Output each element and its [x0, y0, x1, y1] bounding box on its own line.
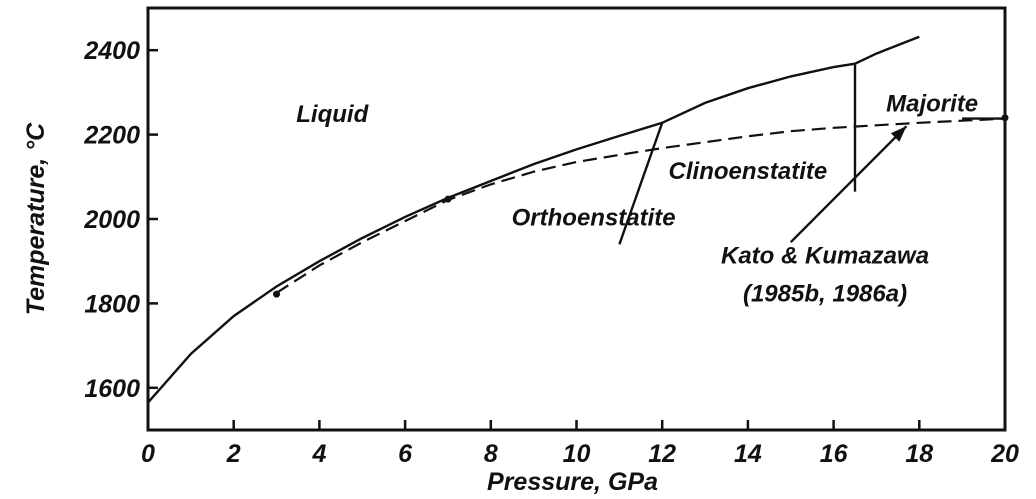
series-group — [147, 35, 1006, 404]
annotation-label: Liquid — [296, 101, 369, 128]
series-line-0 — [147, 35, 920, 404]
x-tick-label: 2 — [226, 440, 241, 468]
series-line-1 — [275, 117, 1006, 294]
x-tick-label: 20 — [990, 440, 1019, 468]
y-tick-label: 2000 — [83, 206, 140, 234]
x-tick-label: 8 — [484, 440, 498, 468]
annotation-label: Clinoenstatite — [669, 158, 828, 185]
y-tick-label: 1800 — [84, 290, 140, 318]
axis-ticks: 0 2 4 6 8 10 12 14 16 18 20 1600 1800 2000 2200 2400 — [83, 37, 1019, 468]
annotation-label: Orthoenstatite — [512, 204, 676, 231]
x-tick-label: 6 — [398, 440, 413, 468]
x-tick-label: 0 — [141, 440, 155, 468]
annotation-label: Majorite — [886, 90, 978, 117]
annotation-arrow — [789, 125, 908, 244]
x-tick-label: 4 — [311, 440, 326, 468]
x-tick-label: 18 — [905, 440, 933, 468]
y-tick-label: 2400 — [83, 37, 140, 65]
data-point-marker — [444, 195, 452, 203]
y-tick-label: 2200 — [83, 122, 140, 150]
y-axis-title: Temperature, °C — [22, 122, 50, 315]
x-tick-label: 10 — [563, 440, 591, 468]
series-line-2 — [618, 122, 664, 245]
markers-group — [273, 114, 1009, 298]
x-tick-label: 14 — [734, 440, 762, 468]
y-tick-label: 1600 — [84, 375, 140, 403]
data-point-marker — [273, 290, 281, 298]
x-tick-label: 16 — [820, 440, 849, 468]
annotations-group: Liquid Orthoenstatite Clinoenstatite Majori… — [296, 90, 978, 307]
x-tick-label: 12 — [648, 440, 676, 468]
annotation-label: Kato & Kumazawa — [721, 242, 929, 269]
arrow-head — [890, 126, 907, 142]
data-point-marker — [1001, 114, 1009, 122]
x-axis-title: Pressure, GPa — [487, 468, 658, 496]
annotation-label: (1985b, 1986a) — [743, 280, 907, 307]
